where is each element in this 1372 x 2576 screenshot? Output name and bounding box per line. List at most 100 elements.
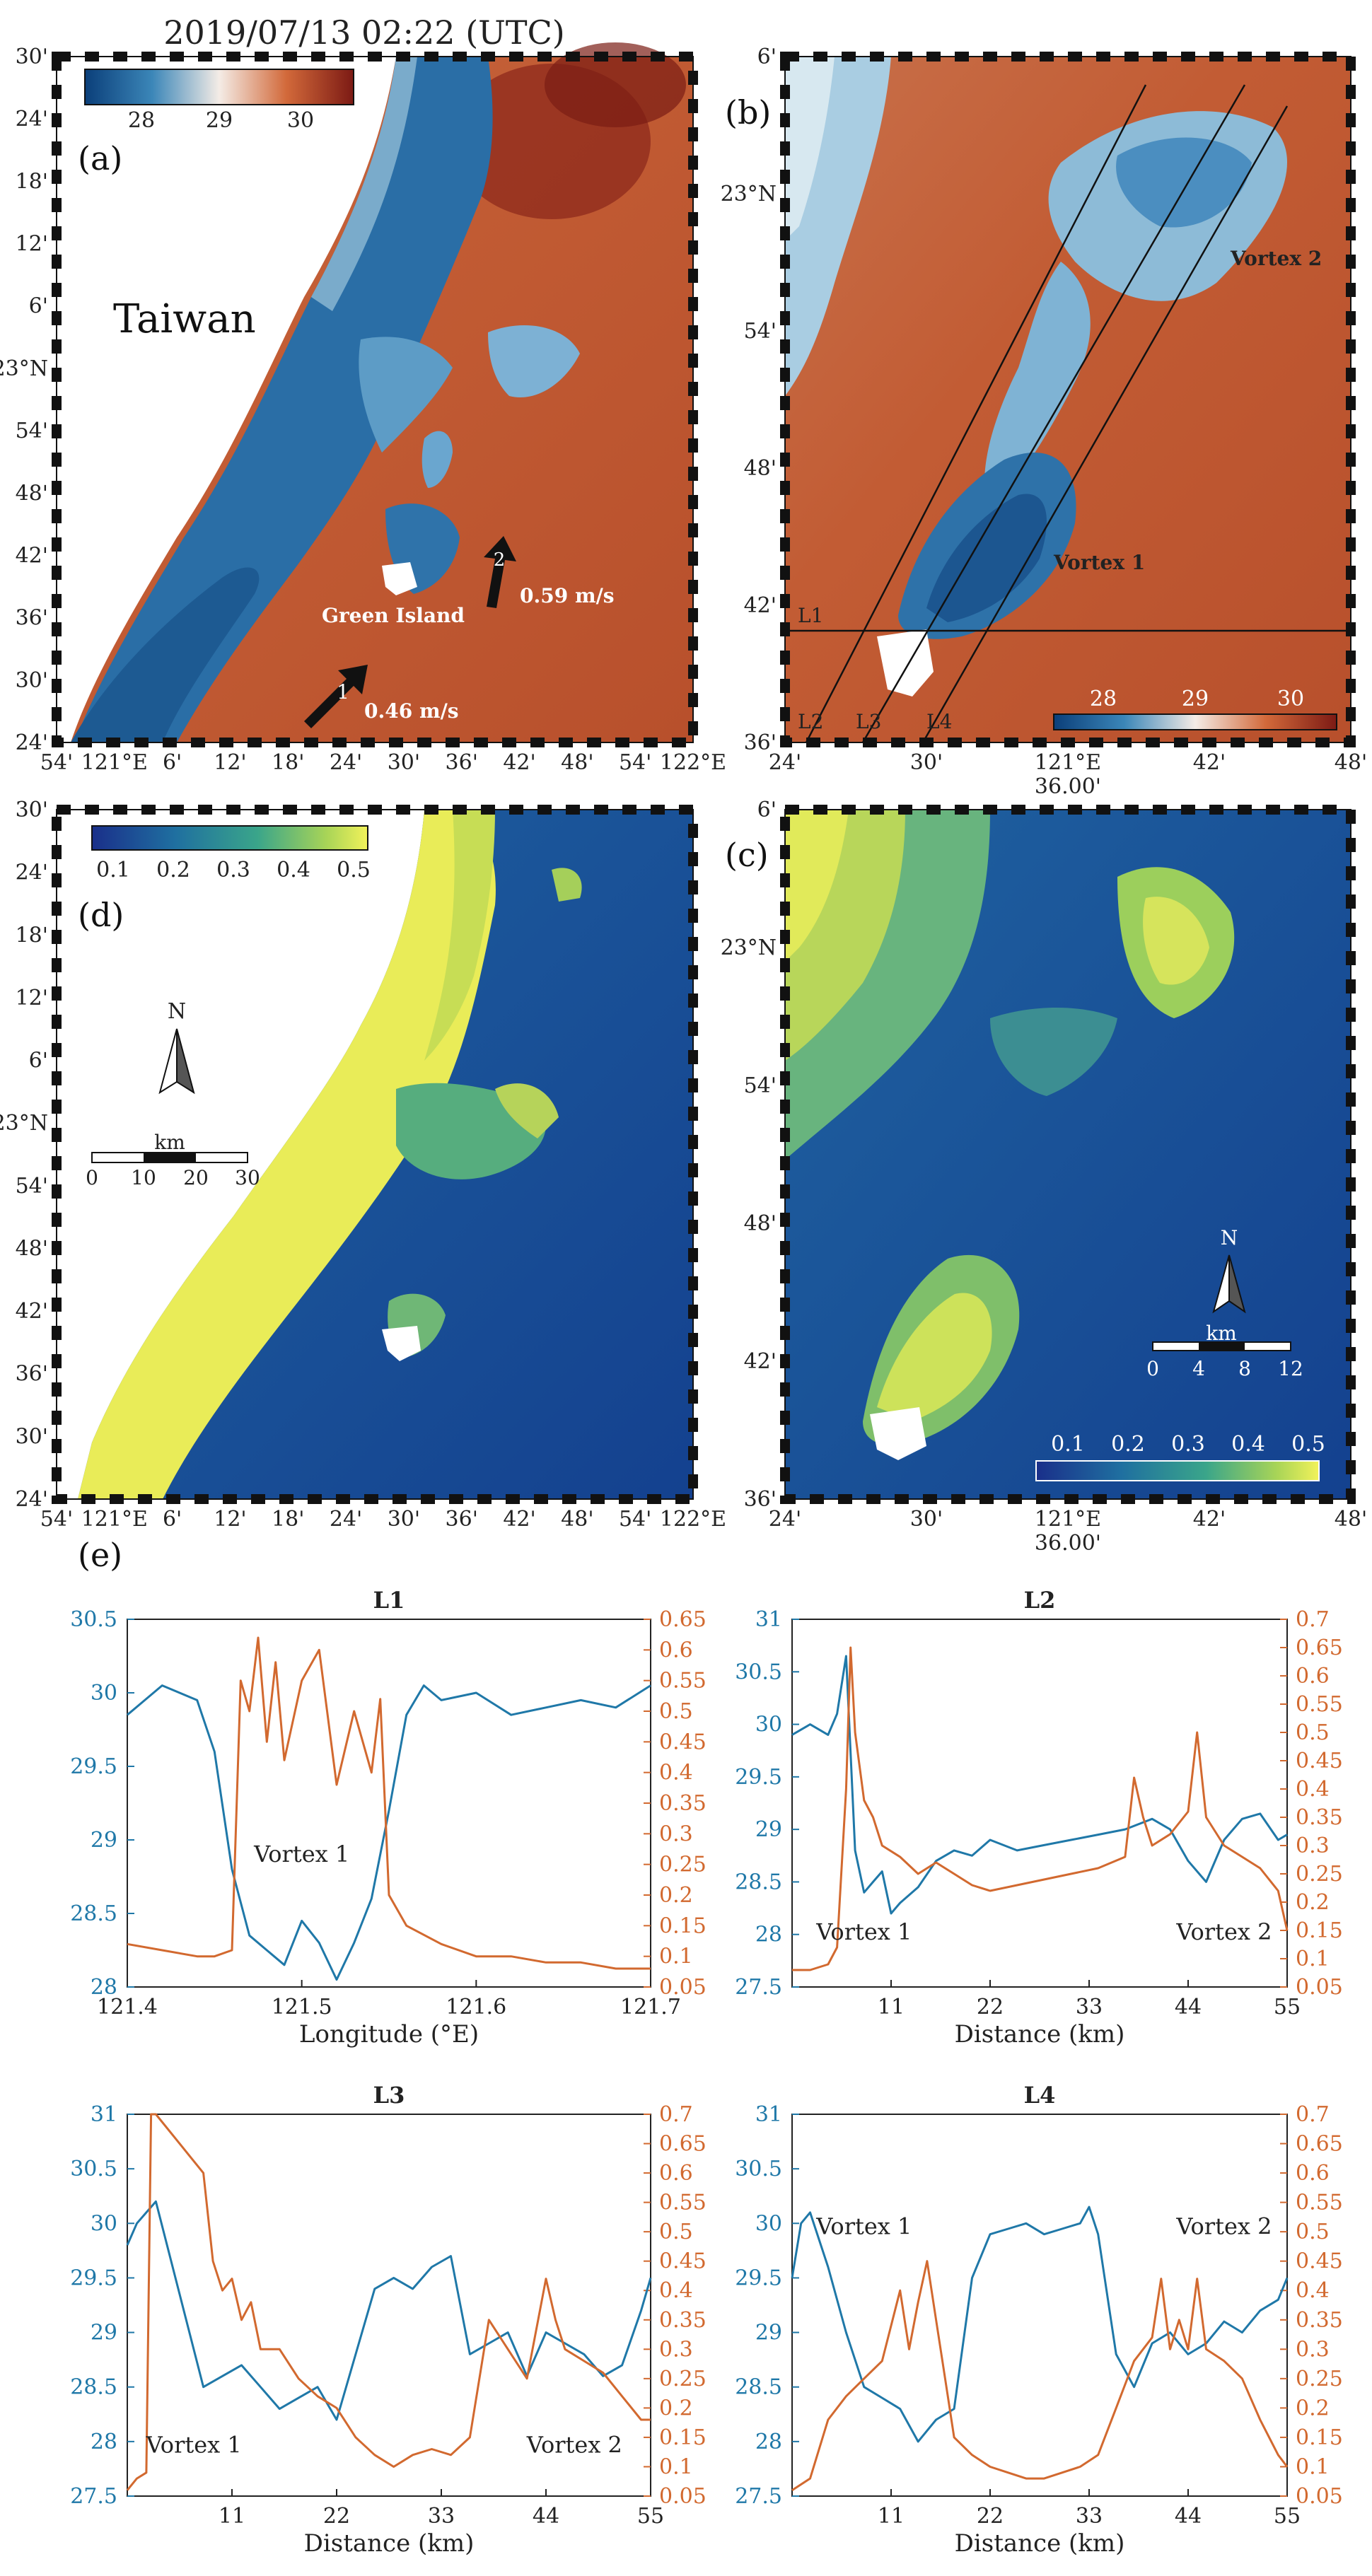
right-tick-label: 0.7	[659, 2102, 693, 2127]
x-tick-label: 44	[1175, 1995, 1202, 2020]
a-lon-tick: 30'	[388, 750, 420, 775]
svg-text:km: km	[1206, 1322, 1237, 1345]
svg-text:29: 29	[1182, 687, 1209, 711]
right-tick-label: 0.2	[659, 2396, 693, 2420]
d-lat-tick: 54'	[16, 1174, 48, 1199]
chart-title: L4	[1024, 2082, 1056, 2109]
x-tick-label: 11	[219, 2504, 245, 2529]
right-tick-label: 0.45	[1296, 2249, 1343, 2274]
right-tick-label: 0.1	[1296, 2454, 1330, 2479]
d-lon-tick: 24'	[330, 1507, 362, 1532]
left-tick-label: 31	[755, 1607, 782, 1632]
chart-frame	[791, 2114, 1288, 2497]
c-lat-tick: 48'	[744, 1211, 777, 1236]
d-lat-tick: 6'	[29, 1049, 48, 1073]
a-lat-tick: 6'	[29, 294, 48, 319]
right-tick-label: 0.5	[1296, 1720, 1330, 1745]
d-lon-tick: 121°E	[81, 1507, 148, 1532]
panel-a-colorbar: 28 29 30	[84, 69, 354, 133]
x-tick-label: 55	[1274, 1995, 1301, 2020]
svg-text:0.3: 0.3	[1171, 1432, 1205, 1457]
a-lat-tick: 54'	[16, 419, 48, 443]
transect-l2	[805, 84, 1147, 743]
right-tick-label: 0.4	[1296, 1777, 1330, 1802]
right-tick-label: 0.15	[1296, 2425, 1343, 2450]
arrow-2-speed: 0.59 m/s	[520, 584, 615, 607]
right-tick-label: 0.6	[1296, 1664, 1330, 1689]
green-island-label: Green Island	[322, 604, 465, 627]
svg-text:N: N	[168, 999, 186, 1024]
figure-timestamp: 2019/07/13 02:22 (UTC)	[163, 13, 564, 52]
right-tick-label: 0.3	[659, 1822, 693, 1846]
svg-text:0.3: 0.3	[216, 858, 250, 882]
left-tick-label: 29.5	[735, 2266, 782, 2290]
right-tick-label: 0.4	[1296, 2278, 1330, 2303]
left-tick-label: 27.5	[735, 2484, 782, 2509]
svg-text:12: 12	[1278, 1357, 1303, 1380]
x-tick-label: 33	[428, 2504, 455, 2529]
c-lon-tick: 24'	[769, 1507, 801, 1532]
svg-text:30: 30	[1277, 687, 1304, 711]
c-lon-tick: 121°E	[1035, 1507, 1101, 1532]
svg-text:29: 29	[206, 108, 233, 133]
left-tick-label: 27.5	[735, 1975, 782, 2000]
svg-text:0: 0	[86, 1166, 98, 1189]
d-lon-tick: 12'	[214, 1507, 246, 1532]
c-lon-tick: 30'	[910, 1507, 943, 1532]
transect-l2-label: L2	[798, 710, 823, 733]
right-tick-label: 0.65	[659, 2132, 707, 2157]
right-tick-label: 0.25	[659, 1853, 707, 1877]
svg-text:2: 2	[494, 549, 506, 571]
chart-frame	[127, 2114, 651, 2497]
right-tick-label: 0.1	[659, 2454, 693, 2479]
a-lat-tick: 18'	[16, 169, 48, 194]
b-lat-tick: 23°N	[721, 182, 777, 206]
x-tick-label: 55	[1274, 2504, 1301, 2529]
left-tick-label: 30	[91, 2211, 117, 2236]
right-tick-label: 0.4	[659, 1761, 693, 1785]
svg-text:0.2: 0.2	[156, 858, 190, 882]
x-tick-label: 55	[637, 2504, 664, 2529]
b-lat-tick: 48'	[744, 456, 777, 481]
series-sst-line	[791, 1655, 1288, 1915]
svg-text:0.4: 0.4	[1231, 1432, 1265, 1457]
vortex2-label-b: Vortex 2	[1230, 247, 1322, 270]
right-tick-label: 0.3	[659, 2337, 693, 2362]
x-tick-label: 33	[1076, 2504, 1103, 2529]
right-tick-label: 0.3	[1296, 2337, 1330, 2362]
left-tick-label: 30.5	[735, 1660, 782, 1684]
x-tick-label: 121.5	[272, 1995, 332, 2020]
c-lat-tick: 42'	[744, 1349, 777, 1374]
d-lat-tick: 30'	[16, 1424, 48, 1449]
right-tick-label: 0.7	[1296, 2102, 1330, 2127]
x-tick-label: 22	[977, 2504, 1004, 2529]
a-lat-tick: 23°N	[0, 356, 48, 381]
b-lon-tick: 42'	[1193, 750, 1226, 775]
x-tick-label: 11	[878, 1995, 905, 2020]
right-tick-label: 0.65	[1296, 1636, 1343, 1660]
d-lon-tick: 48'	[561, 1507, 593, 1532]
right-tick-label: 0.6	[659, 1638, 693, 1662]
right-tick-label: 0.05	[1296, 1975, 1343, 2000]
chart-annotation: Vortex 1	[815, 2213, 912, 2240]
svg-text:0: 0	[1146, 1357, 1159, 1380]
right-tick-label: 0.15	[1296, 1918, 1343, 1943]
c-lon-sub: 36.00'	[1035, 1531, 1101, 1556]
chart-title: L1	[373, 1587, 405, 1614]
d-lat-tick: 36'	[16, 1362, 48, 1387]
b-lon-tick: 30'	[910, 750, 943, 775]
right-tick-label: 0.5	[1296, 2220, 1330, 2244]
c-lon-tick: 42'	[1193, 1507, 1226, 1532]
right-tick-label: 0.55	[659, 1669, 707, 1694]
x-tick-label: 11	[878, 2504, 905, 2529]
d-lon-tick: 54'	[40, 1507, 73, 1532]
right-tick-label: 0.65	[659, 1607, 707, 1632]
series-c-line	[126, 2113, 651, 2491]
svg-text:0.5: 0.5	[1291, 1432, 1325, 1457]
x-tick-label: 22	[323, 2504, 350, 2529]
x-tick-label: 121.4	[97, 1995, 158, 2020]
left-tick-label: 28	[91, 1975, 117, 2000]
c-lat-tick: 6'	[757, 798, 777, 822]
left-tick-label: 30	[91, 1681, 117, 1706]
a-lon-tick: 36'	[446, 750, 478, 775]
